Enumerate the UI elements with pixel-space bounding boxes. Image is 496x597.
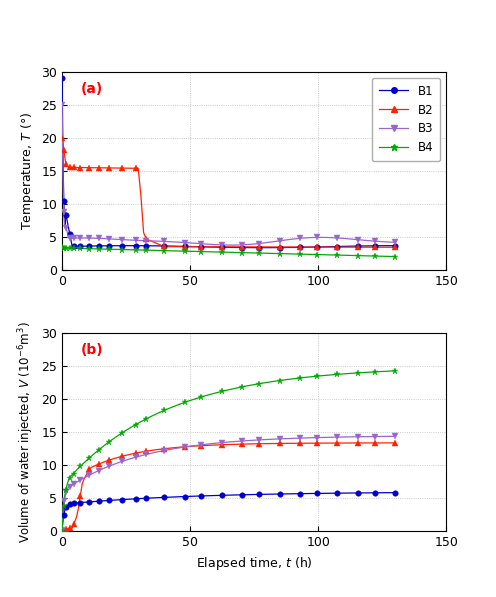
Y-axis label: Temperature, $T$ (°): Temperature, $T$ (°)	[19, 112, 36, 230]
Text: (a): (a)	[81, 82, 104, 96]
Legend: B1, B2, B3, B4: B1, B2, B3, B4	[372, 78, 440, 161]
Y-axis label: Volume of water injected, $V$ (10$^{-6}$m$^3$): Volume of water injected, $V$ (10$^{-6}$…	[16, 321, 36, 543]
X-axis label: Elapsed time, $t$ (h): Elapsed time, $t$ (h)	[196, 555, 312, 572]
Text: (b): (b)	[81, 343, 104, 357]
